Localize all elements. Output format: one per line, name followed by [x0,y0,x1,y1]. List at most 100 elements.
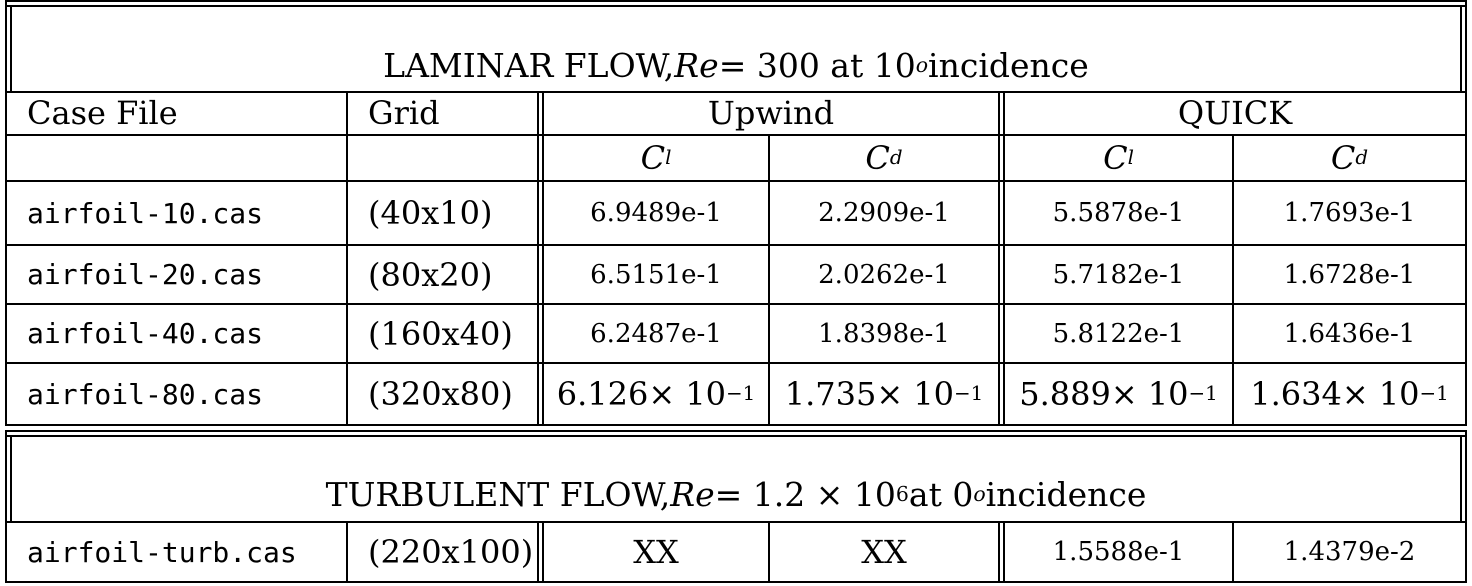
row4-case-file: airfoil-80.cas [27,377,264,411]
turb-upwind-cl: XX [633,533,679,571]
header-upwind: Upwind [544,92,998,134]
row4-quick-cl: 5.889 × 10 −1 [1019,375,1218,413]
rule-col-up-quick-b [1003,91,1005,426]
rule-col-grid-up-a [537,91,539,426]
rule-turb-top-inner [5,435,1467,437]
row3-case-file: airfoil-40.cas [27,317,264,350]
rule-col-left [5,91,7,426]
turb-quick-cd: 1.4379e-2 [1283,537,1416,567]
rule-turb-col-up-mid [768,521,770,583]
rule-top-inner [5,5,1467,7]
times-ten: × 10 [648,375,727,413]
cl-symbol: C [1103,139,1128,177]
rule-header-bottom [5,134,1467,136]
turbulent-title-prefix: TURBULENT FLOW, [325,474,671,514]
row1-upwind-cl: 6.9489e-1 [590,198,722,228]
rule-left-inner [10,5,12,92]
rule-turb-left-inner [10,435,12,522]
laminar-title: LAMINAR FLOW, Re = 300 at 10 o incidence [383,45,1089,85]
rule-turb-left-outer [5,430,7,522]
turbulent-title-eq: = 1.2 × 10 [714,474,896,514]
cd-symbol: C [1330,139,1356,177]
rule-row3-bottom [5,362,1467,364]
header-upwind-label: Upwind [707,94,835,132]
turb-case-file: airfoil-turb.cas [27,535,297,569]
row2-quick-cd: 1.6728e-1 [1283,259,1416,290]
row4-upwind-cd: 1.735 × 10 −1 [784,375,984,413]
rule-turb-right-outer [1465,430,1467,522]
row4-quick-cd-mantissa: 1.634 [1250,375,1342,413]
header-quick: QUICK [1005,92,1465,134]
rule-turb-right-inner [1460,435,1462,522]
row1-quick-cl: 5.5878e-1 [1052,198,1185,228]
rule-turb-col-file-grid [346,521,348,583]
header-case-file: Case File [7,92,346,134]
row1-upwind-cd: 2.2909e-1 [818,198,950,228]
row3-quick-cd: 1.6436e-1 [1283,318,1416,349]
rule-turb-col-up-quick-b [1003,521,1005,583]
laminar-title-eq: = 300 at 10 [718,45,916,85]
times-ten: × 10 [876,375,955,413]
row2-upwind-cl: 6.5151e-1 [590,259,722,290]
row2-grid: (80x20) [368,255,493,294]
rule-turb-col-right [1465,521,1467,583]
times-ten: × 10 [1341,375,1420,413]
header-case-file-label: Case File [27,94,178,132]
row3-grid: (160x40) [368,314,513,353]
rule-title-bottom [5,91,1467,93]
cl-symbol: C [640,139,666,177]
rule-col-up-quick-a [998,91,1000,426]
rule-top-outer [5,0,1467,2]
rule-turb-col-quick-mid [1232,521,1234,583]
row2-upwind-cd: 2.0262e-1 [818,259,950,290]
cd-symbol: C [865,139,890,177]
header-grid-label: Grid [368,94,440,132]
rule-turb-col-grid-up-a [537,521,539,583]
row4-upwind-cl: 6.126 × 10 −1 [556,375,756,413]
row3-quick-cl: 5.8122e-1 [1052,318,1185,349]
times-ten: × 10 [1110,375,1189,413]
rule-col-grid-up-b [542,91,544,426]
rule-col-file-grid [346,91,348,426]
rule-right-outer [1465,0,1467,92]
rule-turb-col-grid-up-b [542,521,544,583]
row4-upwind-cl-mantissa: 6.126 [556,375,649,413]
row3-upwind-cd: 1.8398e-1 [818,318,950,349]
rule-turb-title-bottom [5,521,1467,523]
header-grid: Grid [348,92,537,134]
row2-case-file: airfoil-20.cas [27,258,264,291]
rule-col-quick-mid [1232,134,1234,426]
rule-col-up-mid [768,134,770,426]
rule-row1-bottom [5,244,1467,246]
turbulent-title-suffix: incidence [985,474,1147,514]
rule-turb-top-outer [5,430,1467,432]
rule-turb-col-up-quick-a [998,521,1000,583]
row4-quick-cl-mantissa: 5.889 [1019,375,1111,413]
turbulent-re-symbol: Re [670,474,715,514]
rule-row2-bottom [5,303,1467,305]
rule-col-right [1465,91,1467,426]
row1-case-file: airfoil-10.cas [27,196,264,230]
turb-grid: (220x100) [368,533,534,571]
rule-laminar-bottom [5,424,1467,426]
rule-right-inner [1460,5,1462,92]
rule-left-outer [5,0,7,92]
row4-grid: (320x80) [368,375,513,413]
laminar-title-suffix: incidence [928,45,1089,85]
row2-quick-cl: 5.7182e-1 [1052,259,1185,290]
row3-upwind-cl: 6.2487e-1 [590,318,722,349]
header-quick-label: QUICK [1177,94,1293,132]
row4-quick-cd: 1.634 × 10 −1 [1250,375,1449,413]
laminar-title-prefix: LAMINAR FLOW, [383,45,675,85]
turb-upwind-cd: XX [861,533,907,571]
laminar-re-symbol: Re [674,45,719,85]
row1-grid: (40x10) [368,194,493,232]
rule-coef-bottom [5,180,1467,182]
turb-quick-cl: 1.5588e-1 [1052,537,1185,567]
